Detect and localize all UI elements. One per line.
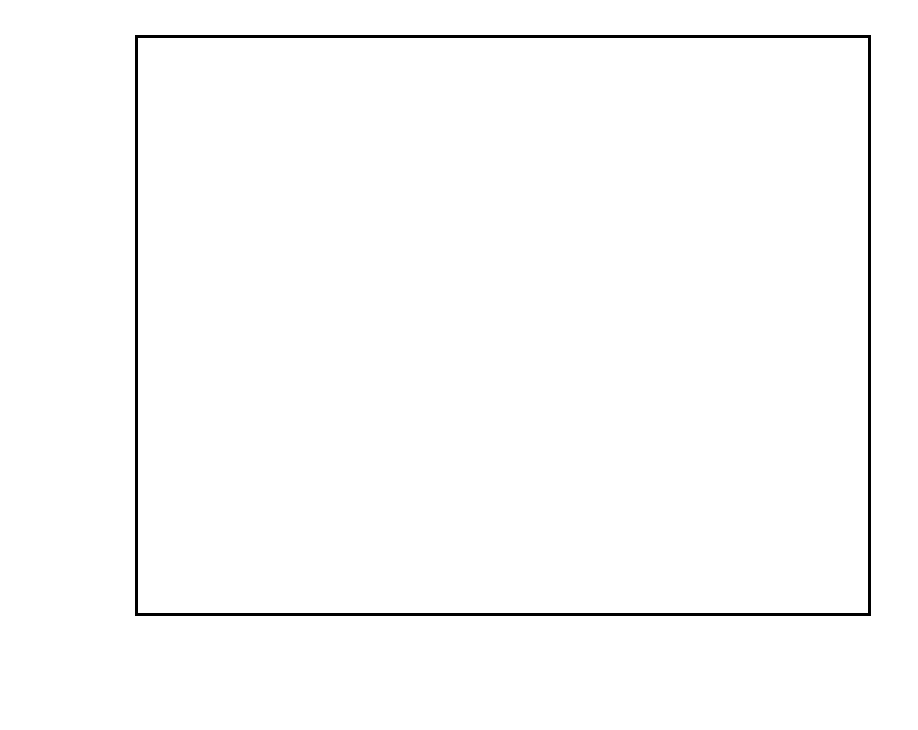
plot-area bbox=[135, 35, 871, 616]
xrd-chart bbox=[0, 0, 918, 730]
xrd-pattern-line bbox=[138, 38, 868, 613]
